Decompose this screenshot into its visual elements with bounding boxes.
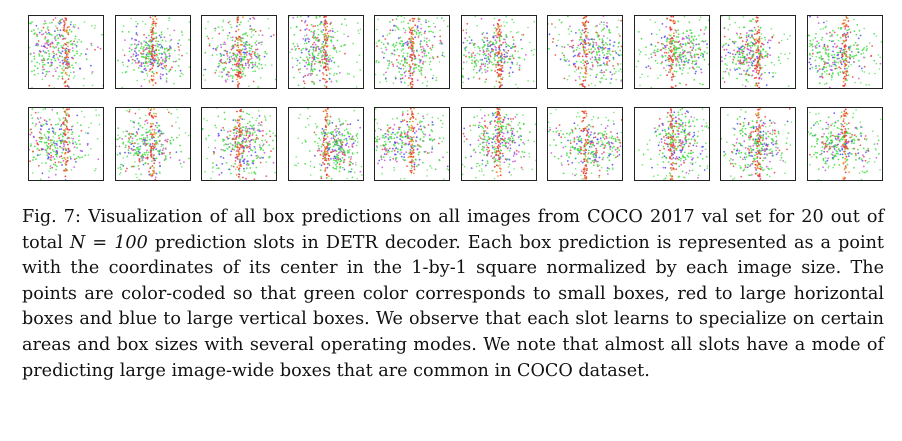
slot-panel-17 [547,107,623,181]
slot-panel-20 [806,107,883,181]
caption-math: N = 100 [69,232,148,253]
slot-scatter [721,16,791,88]
slot-panel-7 [547,15,623,89]
slot-panel-10 [806,15,883,89]
slot-scatter [293,108,363,180]
slot-panel-18 [633,107,710,181]
slot-panel-15 [374,107,450,181]
slot-panel-3 [201,15,277,89]
slot-scatter [202,108,276,180]
slot-scatter [548,108,622,180]
slot-panel-19 [720,107,796,181]
slot-scatter [375,16,449,88]
slot-scatter [637,108,709,180]
slot-scatter [375,108,449,180]
caption-text-2: prediction slots in DETR decoder. Each b… [22,232,884,381]
slot-panel-4 [287,15,364,89]
figure-caption: Fig. 7: Visualization of all box predict… [22,205,884,384]
slot-panel-1 [28,15,104,89]
figure-label: Fig. 7: [22,207,81,227]
slot-scatter [115,108,190,180]
slot-scatter [807,16,882,88]
slot-scatter [29,17,103,88]
slot-panel-8 [633,15,710,89]
slot-scatter [548,16,622,88]
slot-panel-14 [287,107,364,181]
slot-scatter [116,16,190,88]
slot-panel-12 [114,107,191,181]
slot-scatter [288,16,361,88]
slot-panel-13 [201,107,277,181]
slot-panel-16 [460,107,537,181]
slot-panel-9 [720,15,796,89]
slot-scatter [635,16,709,88]
slot-scatter [461,16,535,88]
slot-panel-2 [114,15,191,89]
slot-scatter [202,16,276,88]
slot-panel-5 [374,15,450,89]
slot-panel-6 [460,15,537,89]
slot-scatter [29,108,101,180]
slot-panel-11 [28,107,104,181]
slot-scatter [807,108,882,180]
slot-scatter [461,108,536,180]
slot-visualization-grid [28,15,890,182]
slot-scatter [721,108,793,180]
caption-text-1: Visualization of all box predictions on … [22,207,885,253]
